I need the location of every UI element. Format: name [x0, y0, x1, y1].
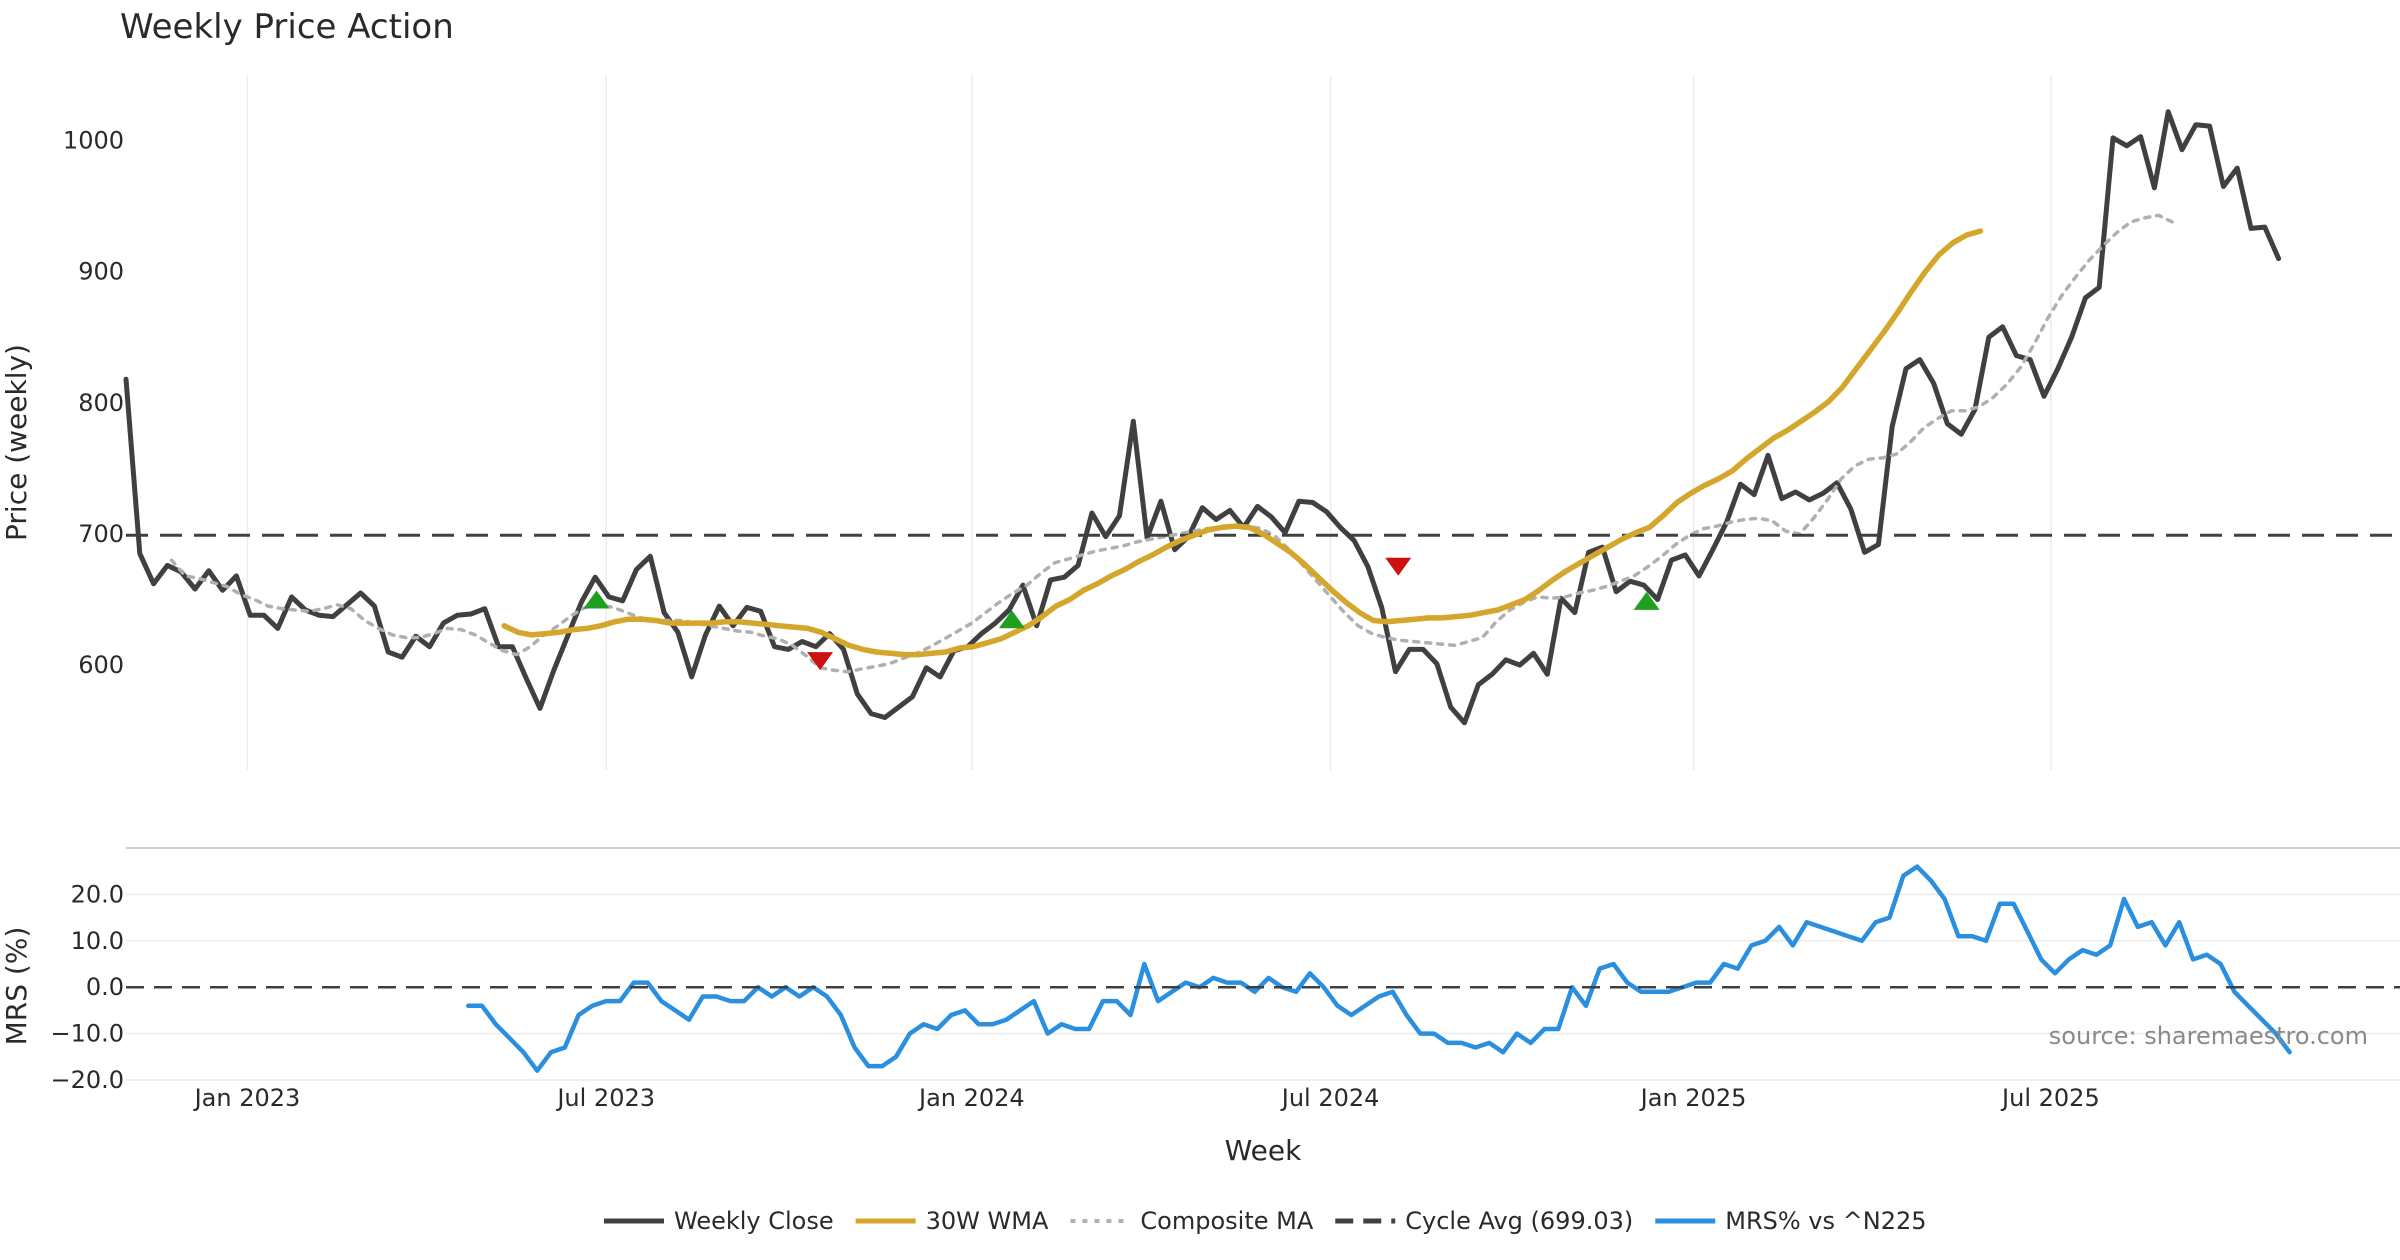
bottom-panel-ticks: 20.0 10.0 0.0 −10.0 −20.0 [50, 880, 124, 1094]
weekly-close-line [123, 109, 2282, 726]
y-tick-label: 600 [78, 651, 124, 679]
y-tick-label: −10.0 [50, 1020, 124, 1048]
legend-item: Weekly Close [604, 1207, 834, 1235]
y-axis-title-price: Price (weekly) [0, 344, 33, 541]
legend-label: Weekly Close [674, 1207, 834, 1235]
y-tick-label: 10.0 [71, 927, 124, 955]
x-axis-title: Week [1225, 1134, 1302, 1167]
legend-item: 30W WMA [855, 1207, 1049, 1235]
legend-item: MRS% vs ^N225 [1655, 1207, 1927, 1235]
legend-item: Composite MA [1070, 1207, 1314, 1235]
y-tick-label: 0.0 [86, 973, 124, 1001]
buy-signal-marker [1633, 591, 1660, 610]
source-annotation: source: sharemaestro.com [2049, 1022, 2368, 1050]
buy-signal-marker [583, 590, 610, 609]
y-tick-label: 1000 [63, 127, 124, 155]
legend: Weekly Close 30W WMA Composite MA Cycle Avg… [604, 1207, 1927, 1235]
sell-signal-marker [807, 652, 834, 671]
legend-label: 30W WMA [926, 1207, 1049, 1235]
y-axis-title-mrs: MRS (%) [0, 927, 33, 1046]
mrs-line [465, 864, 2292, 1073]
legend-item: Cycle Avg (699.03) [1335, 1207, 1633, 1235]
y-tick-label: 900 [78, 258, 124, 286]
buy-signal-marker [998, 610, 1025, 629]
legend-label: MRS% vs ^N225 [1725, 1207, 1926, 1235]
x-tick-label: Jul 2024 [1280, 1084, 1380, 1112]
30w-wma-line [501, 228, 1984, 658]
bottom-panel-series [126, 864, 2400, 1073]
x-tick-label: Jul 2025 [2000, 1084, 2100, 1112]
y-tick-label: 700 [78, 520, 124, 548]
top-panel-series [123, 109, 2400, 726]
x-tick-label: Jan 2025 [1639, 1084, 1747, 1112]
x-tick-label: Jan 2024 [917, 1084, 1025, 1112]
top-panel-grid [246, 75, 2052, 770]
y-tick-label: −20.0 [50, 1066, 124, 1094]
legend-label: Composite MA [1140, 1207, 1313, 1235]
top-panel-ticks: 600 700 800 900 1000 [63, 127, 124, 680]
y-tick-label: 800 [78, 389, 124, 417]
sell-signal-marker [1385, 557, 1412, 576]
x-axis-ticks: Jan 2023 Jul 2023 Jan 2024 Jul 2024 Jan 2025… [193, 1084, 2100, 1112]
chart-title: Weekly Price Action [120, 7, 454, 47]
composite-ma-line [169, 213, 2175, 674]
legend-label: Cycle Avg (699.03) [1405, 1207, 1633, 1235]
x-tick-label: Jan 2023 [193, 1084, 301, 1112]
x-tick-label: Jul 2023 [555, 1084, 655, 1112]
y-tick-label: 20.0 [71, 880, 124, 908]
